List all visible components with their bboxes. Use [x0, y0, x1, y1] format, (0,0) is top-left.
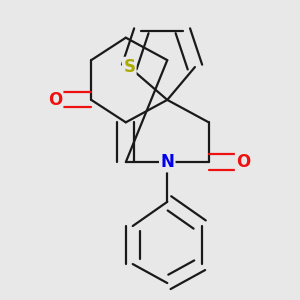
Text: N: N: [160, 153, 174, 171]
Text: S: S: [123, 58, 135, 76]
Text: O: O: [236, 153, 250, 171]
Text: O: O: [48, 91, 62, 109]
